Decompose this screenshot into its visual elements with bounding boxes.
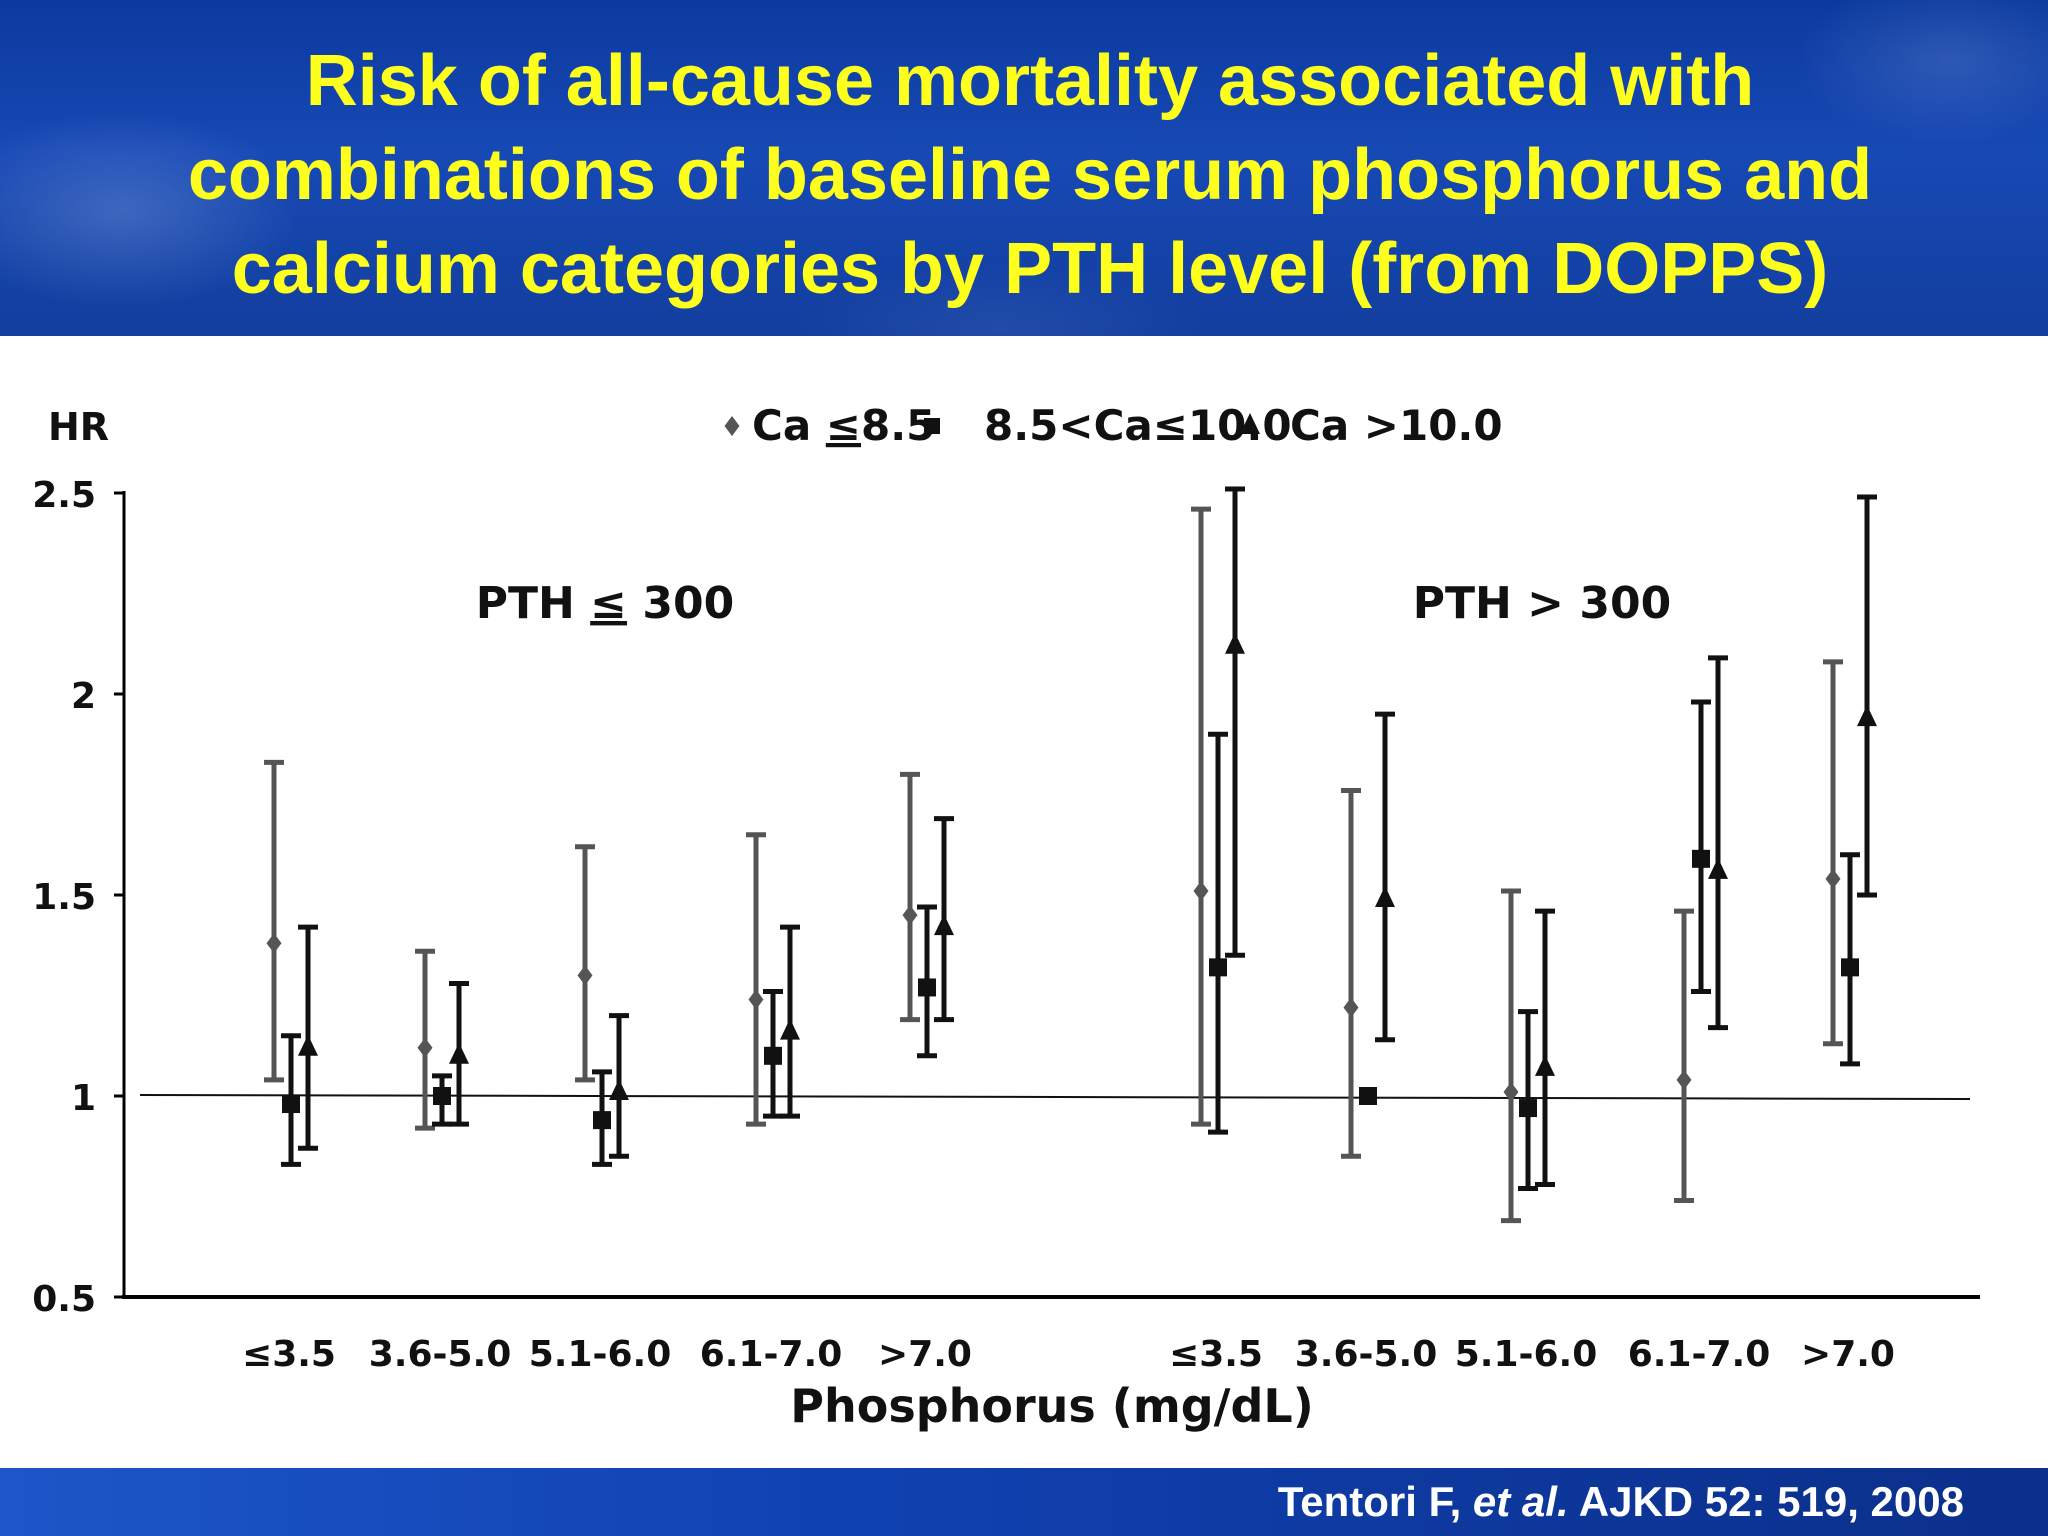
legend-label: 8.5<Ca≤10.0 [984,401,1292,450]
citation-etal: et al. [1472,1478,1569,1525]
data-point-square [1692,849,1710,868]
x-tick-label: 3.6-5.0 [369,1334,512,1375]
y-axis-label: HR [48,405,109,449]
data-point-triangle [780,1018,800,1040]
slide-title: Risk of all-cause mortality associated w… [187,41,1873,309]
citation-journal: AJKD 52: 519, 2008 [1568,1478,1964,1525]
data-point-triangle [1535,1054,1555,1076]
slide-footer: Tentori F, et al. AJKD 52: 519, 2008 [0,1468,2048,1536]
y-tick-label: 2.5 [32,475,96,516]
group-label-prefix: PTH [476,578,590,629]
data-point-square [282,1095,300,1114]
group-label-value: 300 [627,578,734,629]
data-point-diamond [1503,1081,1519,1102]
data-point-square [593,1111,611,1130]
data-point-triangle [298,1034,318,1056]
data-point-diamond [1825,868,1841,889]
data-point-square [764,1046,782,1065]
data-point-diamond [417,1037,433,1058]
data-point-triangle [1857,705,1877,727]
x-axis-label: Phosphorus (mg/dL) [790,1379,1314,1433]
data-point-square [433,1087,451,1105]
group-label-value: 300 [1564,578,1671,629]
y-tick-label: 2 [71,676,96,717]
x-tick-label: 3.6-5.0 [1295,1334,1438,1375]
citation-author: Tentori F, [1277,1478,1473,1525]
x-tick-label: 6.1-7.0 [700,1334,843,1375]
y-tick-label: 0.5 [32,1279,96,1320]
legend-label: Ca ≤8.5 [752,401,935,450]
group-label: PTH > 300 [1413,578,1671,629]
x-tick-label: 6.1-7.0 [1628,1334,1771,1375]
data-point-square [918,978,936,997]
slide-header: Risk of all-cause mortality associated w… [0,0,2048,336]
y-tick-label: 1.5 [32,877,96,918]
group-label-operator: ≤ [590,578,627,629]
x-tick-label: 5.1-6.0 [1455,1334,1598,1375]
data-point-diamond [577,965,593,986]
x-tick-label: ≤3.5 [1169,1334,1263,1375]
legend-marker-diamond [724,416,740,436]
legend-label: Ca >10.0 [1290,401,1503,450]
legend-label-prefix: Ca [752,401,826,450]
citation: Tentori F, et al. AJKD 52: 519, 2008 [1278,1475,1964,1529]
legend-label-value: 8.5 [861,401,935,450]
hazard-ratio-chart: 0.5 1 1.5 2 2.5 HR Ca ≤8.5 8.5<Ca≤10.0Ca >10.0 P… [32,401,1980,1433]
group-label: PTH ≤ 300 [476,578,734,629]
reference-line-hr-1 [139,1094,1971,1100]
x-tick-label: >7.0 [878,1334,972,1375]
group-label-operator: > [1527,578,1564,629]
x-tick-label: ≤3.5 [242,1334,336,1375]
data-point-square [1841,958,1859,977]
data-point-triangle [1708,857,1728,879]
data-point-triangle [1225,632,1245,654]
y-tick-label: 1 [71,1078,96,1119]
data-point-diamond [1676,1069,1692,1090]
data-point-diamond [1193,880,1209,901]
data-point-triangle [449,1042,469,1064]
data-point-triangle [609,1078,629,1100]
x-tick-label: 5.1-6.0 [529,1334,672,1375]
data-point-triangle [934,914,954,936]
header-background-texture [0,0,2048,336]
data-point-diamond [902,905,918,926]
group-label-prefix: PTH [1413,578,1527,629]
data-point-triangle [1375,886,1395,908]
data-point-diamond [266,933,282,954]
x-tick-label: >7.0 [1801,1334,1895,1375]
data-point-square [1209,958,1227,977]
legend-label-operator: ≤ [826,401,861,450]
data-point-diamond [748,989,764,1010]
data-point-diamond [1343,997,1359,1018]
legend-marker-triangle [1240,413,1260,434]
data-point-square [1519,1099,1537,1118]
legend-marker-square [924,418,940,434]
data-point-square [1359,1087,1377,1105]
